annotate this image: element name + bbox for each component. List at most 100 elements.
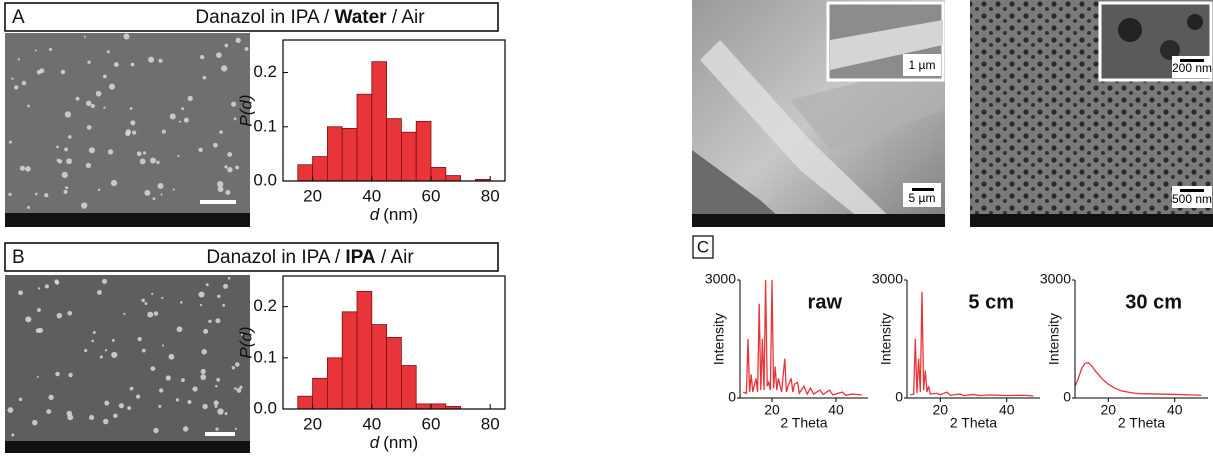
particle (66, 158, 73, 165)
particle (91, 339, 94, 343)
particle (32, 419, 38, 426)
particle (64, 147, 69, 152)
particle (235, 362, 240, 367)
particle (90, 103, 95, 109)
particle (64, 111, 72, 118)
particle (107, 149, 114, 155)
particle (106, 50, 110, 54)
particle (56, 145, 59, 149)
particle (67, 135, 72, 139)
bar (430, 403, 447, 410)
bar (326, 357, 343, 410)
bar (312, 377, 328, 410)
annotation: 30 cm (1125, 291, 1182, 313)
panel-title: Danazol in IPA / IPA / Air (206, 247, 414, 268)
particle (102, 278, 108, 284)
y-axis-label: Intensity (878, 313, 894, 365)
particle (180, 301, 183, 304)
particle (176, 326, 183, 333)
y-tick-label: 0 (728, 389, 736, 405)
sem-image-porous: 200 nm 500 nm (970, 0, 1213, 227)
x-symbol: d (370, 433, 380, 452)
title-part: Danazol in IPA / (195, 7, 334, 28)
particle (142, 348, 146, 353)
sem-image-b (5, 275, 250, 453)
particle (44, 284, 49, 289)
particle (172, 188, 175, 191)
particle (85, 100, 92, 107)
x-symbol: d (370, 205, 380, 224)
particle (17, 58, 20, 61)
particle (239, 385, 243, 389)
particle (219, 130, 223, 134)
particle (137, 337, 142, 342)
particle (132, 130, 137, 135)
particle (180, 378, 185, 383)
scale-bar-label: 200 nm (1172, 61, 1212, 75)
bar (430, 167, 447, 182)
y-tick-label: 3000 (872, 271, 903, 287)
particle (199, 303, 203, 307)
particle (169, 113, 176, 120)
particle (63, 189, 68, 194)
particle (234, 387, 237, 390)
particle (56, 158, 60, 162)
particle (147, 311, 154, 318)
bar (386, 336, 402, 410)
particle (236, 388, 242, 393)
particle (68, 372, 73, 378)
x-axis-label: 2 Theta (1118, 415, 1165, 431)
y-tick-label: 0 (895, 389, 903, 405)
particle (198, 291, 205, 298)
y-tick-label: 0.0 (253, 398, 277, 417)
x-axis-label: 2 Theta (950, 415, 997, 431)
particle (203, 328, 209, 334)
x-axis-label: 2 Theta (780, 415, 827, 431)
scale-bar-label: 5 µm (909, 191, 936, 205)
y-tick-label: 0.2 (253, 62, 277, 81)
particle (103, 106, 106, 109)
particle (215, 427, 219, 431)
particle (222, 303, 226, 307)
bar (415, 120, 432, 182)
particle (217, 294, 221, 298)
particle (27, 104, 30, 108)
particle (141, 298, 145, 303)
particle (8, 192, 12, 197)
x-tick-label: 60 (422, 414, 441, 433)
y-tick-label: 0.2 (253, 296, 277, 315)
particle (56, 312, 63, 319)
particle (208, 319, 212, 323)
particle (60, 69, 66, 75)
particle (152, 197, 156, 201)
particle (83, 35, 86, 38)
particle (244, 47, 249, 51)
particle (135, 394, 141, 399)
particle (157, 182, 164, 190)
particle (110, 179, 118, 187)
particle (25, 316, 32, 323)
particle (81, 202, 88, 209)
particle (224, 412, 228, 416)
particle (25, 166, 31, 172)
particle (130, 62, 135, 67)
particle (113, 413, 118, 419)
x-tick-label: 40 (828, 402, 844, 418)
particle (18, 397, 23, 402)
data-line (1075, 361, 1202, 396)
y-tick-label: 3000 (1040, 271, 1071, 287)
y-tick-label: 0.1 (253, 347, 277, 366)
particle (46, 409, 52, 415)
x-unit: (nm) (383, 433, 418, 452)
particle (89, 414, 95, 421)
particle (48, 47, 53, 52)
particle (103, 418, 109, 425)
particle (8, 140, 12, 144)
x-tick-label: 80 (481, 186, 500, 205)
particle (34, 192, 38, 196)
particle (54, 279, 59, 284)
x-tick-label: 20 (303, 186, 322, 205)
particle (156, 160, 160, 165)
particle (65, 186, 69, 190)
